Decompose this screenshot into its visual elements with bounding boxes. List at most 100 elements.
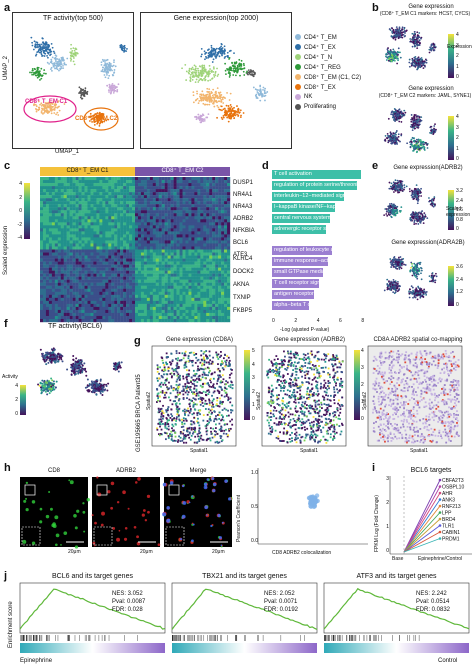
umap-point xyxy=(54,56,57,59)
heatmap-cell xyxy=(132,255,136,259)
umap-point xyxy=(57,114,60,116)
umap-point xyxy=(54,58,57,61)
heatmap-cell xyxy=(188,267,192,271)
heatmap-cell xyxy=(191,225,195,229)
heatmap-cell xyxy=(111,234,115,238)
umap-point xyxy=(34,46,37,49)
umap-point xyxy=(60,60,62,63)
heatmap-cell xyxy=(224,285,228,289)
heatmap-cell xyxy=(129,177,133,181)
heatmap-cell xyxy=(123,195,127,199)
umap-point xyxy=(203,119,206,122)
heatmap-cell xyxy=(212,204,216,208)
heatmap-cell xyxy=(146,285,151,289)
heatmap-cell xyxy=(123,288,127,292)
heatmap-cell xyxy=(215,207,219,211)
umap-point xyxy=(217,73,220,76)
heatmap-cell xyxy=(152,252,156,256)
heatmap-cell xyxy=(140,231,145,235)
heatmap-cell xyxy=(182,279,186,283)
heatmap-cell xyxy=(135,207,139,211)
heatmap-cell xyxy=(54,282,59,286)
umap-point xyxy=(90,115,93,118)
umap-point xyxy=(91,117,94,120)
heatmap-cell xyxy=(51,222,56,226)
heatmap-cell xyxy=(167,246,171,250)
heatmap-cell xyxy=(129,285,133,289)
heatmap-cell xyxy=(188,237,192,241)
heatmap-cell xyxy=(123,291,127,296)
heatmap-cell xyxy=(126,270,130,274)
heatmap-cell xyxy=(182,258,186,262)
heatmap-cell xyxy=(170,231,174,235)
umap-point xyxy=(33,71,35,74)
heatmap-cell xyxy=(69,276,73,280)
heatmap-cell xyxy=(63,237,67,241)
heatmap-cell xyxy=(72,291,76,296)
heatmap-cell xyxy=(212,285,216,289)
umap-gene-frame: Gene expression(top 2000) xyxy=(140,12,292,149)
heatmap-cell xyxy=(188,261,192,265)
heatmap-cell xyxy=(179,201,183,205)
heatmap-cell xyxy=(143,288,148,292)
heatmap-cell xyxy=(197,243,201,247)
heatmap-cell xyxy=(197,264,201,268)
heatmap-cell xyxy=(48,219,53,223)
heatmap-cell xyxy=(42,258,47,262)
heatmap-cell xyxy=(132,216,136,220)
heatmap-cell xyxy=(182,291,186,296)
heatmap-cell xyxy=(185,186,189,190)
heatmap-cell xyxy=(188,228,192,232)
umap-point xyxy=(106,62,109,65)
heatmap-cell xyxy=(123,228,127,232)
umap-point xyxy=(415,142,418,145)
umap-point xyxy=(387,140,390,143)
heatmap-cell xyxy=(179,231,183,235)
heatmap-cell xyxy=(99,252,103,256)
heatmap-cell xyxy=(102,267,106,271)
heatmap-cell xyxy=(212,210,216,214)
heatmap-cell xyxy=(99,186,103,190)
umap-point xyxy=(211,94,214,97)
umap-point xyxy=(403,109,406,112)
umap-point xyxy=(236,64,239,67)
umap-point xyxy=(211,53,214,56)
umap-point xyxy=(193,64,196,67)
heatmap-cell xyxy=(152,270,156,274)
heatmap-cell xyxy=(90,288,94,292)
heatmap-cell xyxy=(149,186,154,190)
heatmap-cell xyxy=(209,204,213,208)
heatmap-cell xyxy=(176,273,180,277)
umap-point xyxy=(393,50,396,53)
heatmap-cell xyxy=(209,213,213,217)
heatmap-cell xyxy=(54,273,59,277)
umap-point xyxy=(42,46,44,49)
heatmap-cell xyxy=(200,180,204,184)
cluster-c2-outline xyxy=(83,107,119,131)
umap-point xyxy=(113,71,116,74)
heatmap-cell xyxy=(200,213,204,217)
heatmap-cell xyxy=(120,198,124,202)
heatmap-cell xyxy=(224,213,228,217)
heatmap-cell xyxy=(191,288,195,292)
heatmap-cell xyxy=(167,195,171,199)
heatmap-cell xyxy=(123,273,127,277)
heatmap-cell xyxy=(197,201,201,205)
heatmap-cell xyxy=(72,198,76,202)
umap-point xyxy=(206,93,209,96)
heatmap-cell xyxy=(191,198,195,202)
heatmap-cell xyxy=(93,222,97,226)
umap-point xyxy=(415,122,418,125)
heatmap-cell xyxy=(60,189,64,193)
umap-point xyxy=(196,90,198,93)
heatmap-cell xyxy=(185,279,189,283)
heatmap-cell xyxy=(48,261,53,265)
umap-point xyxy=(401,28,404,30)
heatmap-cell xyxy=(120,285,124,289)
umap-point xyxy=(231,114,234,116)
heatmap-cell xyxy=(123,240,127,244)
heatmap-cell xyxy=(215,276,219,280)
heatmap-cell xyxy=(84,246,88,250)
heatmap-cell xyxy=(102,198,106,202)
heatmap-cell xyxy=(51,204,56,208)
